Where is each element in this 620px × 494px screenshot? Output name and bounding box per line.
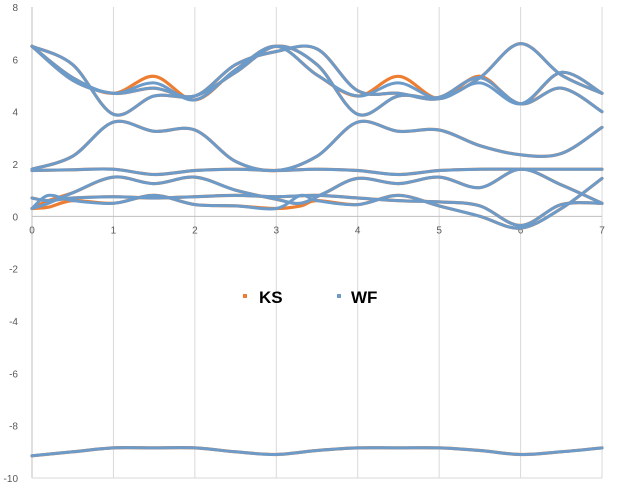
y-tick-label: 2 <box>12 160 18 171</box>
series-layer <box>30 41 604 458</box>
axes <box>31 7 602 479</box>
x-tick-label: 1 <box>111 225 117 236</box>
legend-marker-ks <box>243 294 247 298</box>
band-line-wf <box>30 167 604 177</box>
x-tick-label: 6 <box>518 225 524 236</box>
y-tick-label: 6 <box>12 55 18 66</box>
legend: KS WF <box>243 288 377 307</box>
y-tick-label: -6 <box>9 369 18 380</box>
y-tick-label: -2 <box>9 265 18 276</box>
y-tick-label: -8 <box>9 422 18 433</box>
y-tick-label: 8 <box>12 3 18 14</box>
y-tick-label: -4 <box>9 317 18 328</box>
x-tick-label: 7 <box>599 225 605 236</box>
band-line-wf <box>30 42 604 101</box>
x-tick-label: 3 <box>274 225 280 236</box>
y-tick-label: 4 <box>12 108 18 119</box>
x-tick-label: 5 <box>436 225 442 236</box>
grid-lines <box>112 7 603 478</box>
legend-label-ks: KS <box>259 288 283 307</box>
legend-item-wf: WF <box>337 288 377 307</box>
band-line-wf <box>30 44 604 117</box>
band-line-wf <box>30 167 604 210</box>
band-line-wf <box>30 446 604 458</box>
legend-item-ks: KS <box>243 288 283 307</box>
x-tick-label: 2 <box>192 225 198 236</box>
legend-label-wf: WF <box>351 288 377 307</box>
series-wf <box>30 42 604 458</box>
x-tick-label: 4 <box>355 225 361 236</box>
y-tick-label: -10 <box>4 474 19 485</box>
tick-labels: 0 1 2 3 4 5 6 7 8 6 4 2 0 -2 -4 -6 -8 -10 <box>4 3 606 485</box>
x-tick-label: 0 <box>29 225 35 236</box>
band-line-wf <box>30 193 604 228</box>
legend-marker-wf <box>337 294 341 298</box>
band-line-wf <box>30 119 604 173</box>
y-tick-label: 0 <box>12 212 18 223</box>
